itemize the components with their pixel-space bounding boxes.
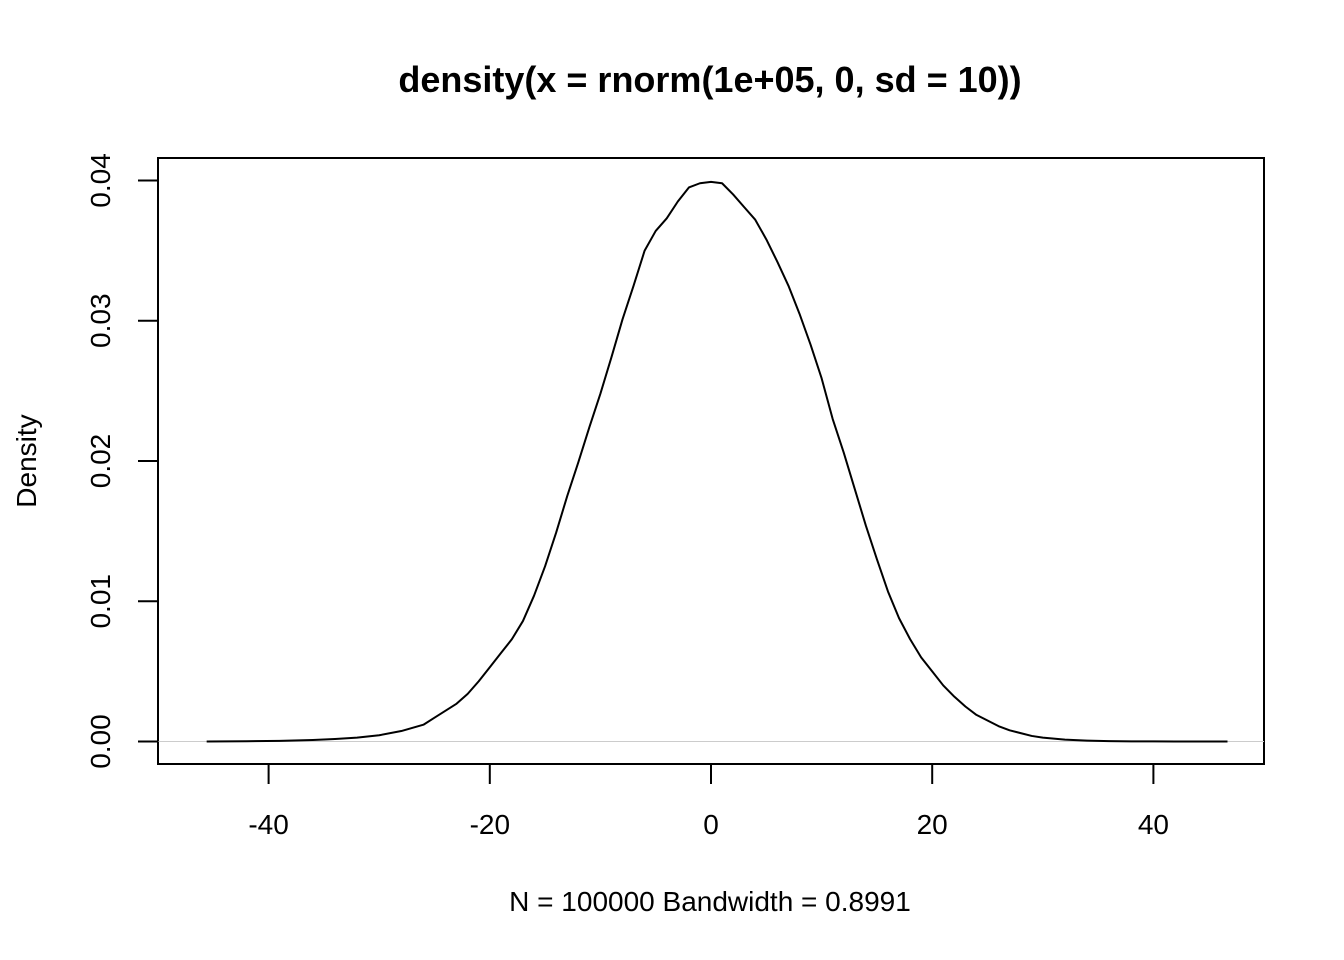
chart-title: density(x = rnorm(1e+05, 0, sd = 10)) xyxy=(398,59,1021,100)
x-axis-label: N = 100000 Bandwidth = 0.8991 xyxy=(509,886,911,917)
x-tick-label: 20 xyxy=(917,809,948,840)
y-tick-label: 0.04 xyxy=(85,153,116,208)
y-tick-label: 0.03 xyxy=(85,293,116,348)
y-tick-label: 0.01 xyxy=(85,574,116,629)
x-axis: -40 -20 0 20 40 xyxy=(248,763,1169,840)
plot-frame xyxy=(157,157,1265,765)
y-axis-label: Density xyxy=(11,414,42,507)
x-tick-label: 40 xyxy=(1138,809,1169,840)
y-tick-label: 0.02 xyxy=(85,434,116,489)
y-axis: 0.00 0.01 0.02 0.03 0.04 xyxy=(85,153,159,769)
y-tick-label: 0.00 xyxy=(85,714,116,769)
x-tick-label: 0 xyxy=(703,809,719,840)
x-tick-label: -20 xyxy=(470,809,510,840)
x-tick-label: -40 xyxy=(248,809,288,840)
density-curve xyxy=(206,180,1228,743)
